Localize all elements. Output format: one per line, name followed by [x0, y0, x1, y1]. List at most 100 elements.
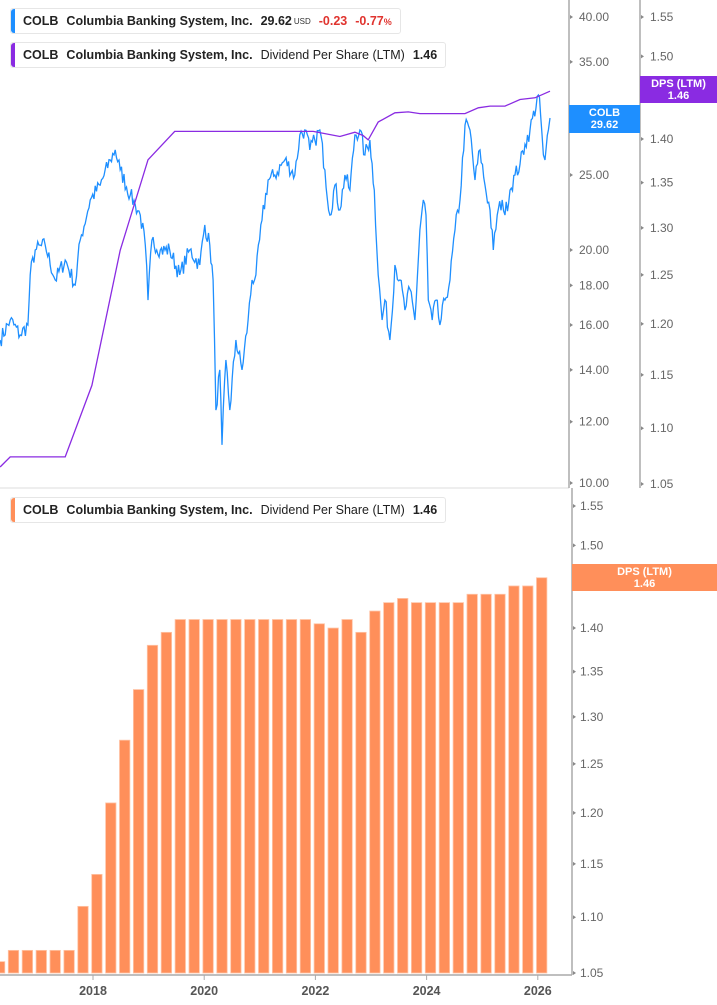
- dps-tick-label: 1.20: [650, 317, 674, 331]
- x-tick-label: 2020: [190, 984, 218, 998]
- dps-bar: [341, 619, 353, 974]
- dps-bar: [410, 602, 423, 974]
- dps-bottom-tag-value: 1.46: [633, 577, 656, 590]
- dps-bar: [452, 602, 464, 974]
- price-tick-mark: [570, 172, 573, 177]
- dps-bar: [132, 689, 145, 974]
- price-tick-mark: [570, 323, 573, 328]
- bar-tick-mark: [573, 971, 576, 975]
- legend-company: Columbia Banking System, Inc.: [66, 14, 253, 28]
- price-tick-label: 14.00: [579, 363, 609, 377]
- dps-bar: [146, 644, 159, 974]
- dps-bar: [49, 949, 61, 974]
- x-tick-label: 2024: [413, 984, 441, 998]
- legend-change: -0.23: [318, 14, 348, 28]
- dps-bar: [21, 949, 33, 974]
- price-tick-mark: [570, 248, 573, 252]
- dps-tick-label: 1.30: [650, 221, 674, 235]
- price-tag-value: 29.62: [590, 119, 619, 131]
- legend-price-value: 29.62: [260, 14, 292, 28]
- dps-line: [0, 90, 551, 468]
- legend-currency: USD: [293, 16, 311, 26]
- price-tag: COLB 29.62: [569, 105, 640, 133]
- dps-tick-label: 1.15: [650, 368, 674, 382]
- dps-bar: [522, 585, 534, 974]
- dps-bar: [63, 949, 75, 974]
- dps-tick-mark: [641, 15, 644, 19]
- dps-bar: [397, 598, 409, 974]
- dps-bar: [327, 627, 339, 974]
- dps-bar: [244, 619, 256, 974]
- dps-bar: [355, 631, 367, 974]
- bar-tick-mark: [573, 915, 576, 920]
- dps-tick-label: 1.10: [650, 421, 674, 435]
- bar-tick-label: 1.30: [580, 710, 604, 724]
- legend-dps-top[interactable]: COLB Columbia Banking System, Inc. Divid…: [10, 42, 447, 68]
- price-tick-label: 35.00: [579, 55, 609, 69]
- x-tick-label: 2022: [301, 984, 329, 998]
- dps-bar: [285, 619, 298, 974]
- price-tick-label: 25.00: [579, 168, 609, 182]
- dps-bar: [424, 602, 437, 974]
- dps-bar: [299, 619, 311, 974]
- legend-metric: Dividend Per Share (LTM): [260, 48, 405, 62]
- bar-tick-mark: [573, 543, 576, 548]
- dps-bar: [202, 619, 214, 974]
- change-pct-value: -0.77: [355, 14, 384, 28]
- bar-tick-label: 1.15: [580, 857, 604, 871]
- price-tick-label: 20.00: [579, 243, 609, 257]
- dps-bar: [230, 619, 242, 974]
- x-tick-label: 2026: [524, 984, 552, 998]
- price-tick-mark: [570, 481, 573, 485]
- dps-bar: [369, 610, 381, 974]
- dps-tick-mark: [641, 54, 644, 59]
- dps-tick-mark: [641, 272, 644, 277]
- price-tick-mark: [570, 283, 573, 288]
- price-tick-label: 16.00: [579, 318, 609, 332]
- dps-tick-label: 1.55: [650, 10, 674, 24]
- dps-bar: [188, 619, 200, 974]
- dps-bar: [174, 619, 186, 974]
- bar-tick-mark: [573, 714, 576, 719]
- legend-metric: Dividend Per Share (LTM): [260, 503, 405, 517]
- legend-dps-bottom[interactable]: COLB Columbia Banking System, Inc. Divid…: [10, 497, 447, 523]
- legend-ticker: COLB: [23, 48, 59, 62]
- bar-tick-label: 1.35: [580, 665, 604, 679]
- dps-bar: [105, 802, 117, 974]
- legend-ticker: COLB: [23, 503, 59, 517]
- legend-color-bar: [11, 9, 15, 33]
- dps-bar: [0, 961, 6, 974]
- price-tick-label: 18.00: [579, 278, 609, 292]
- dps-tick-label: 1.50: [650, 49, 674, 63]
- legend-value: 1.46: [412, 48, 438, 62]
- price-tag-label: COLB: [588, 107, 621, 119]
- legend-value: 1.46: [412, 503, 438, 517]
- dps-bar: [383, 602, 395, 974]
- dps-tick-mark: [641, 137, 644, 142]
- dps-tick-mark: [641, 180, 644, 185]
- bar-tick-label: 1.10: [580, 910, 604, 924]
- dps-tick-mark: [641, 426, 644, 431]
- dps-bar: [494, 593, 506, 974]
- bar-tick-mark: [573, 504, 576, 508]
- dps-bar: [91, 873, 103, 974]
- legend-company: Columbia Banking System, Inc.: [66, 48, 253, 62]
- dps-bar: [271, 619, 284, 974]
- dps-bar: [313, 623, 325, 974]
- bar-tick-label: 1.40: [580, 621, 604, 635]
- bar-tick-label: 1.50: [580, 538, 604, 552]
- dps-tick-mark: [641, 482, 644, 486]
- bar-tick-mark: [573, 669, 576, 674]
- dps-bottom-tag-label: DPS (LTM): [617, 565, 672, 578]
- bar-tick-mark: [573, 626, 576, 631]
- price-tick-mark: [570, 367, 573, 372]
- price-tick-mark: [570, 59, 573, 64]
- dps-bar: [480, 593, 492, 974]
- legend-price[interactable]: COLB Columbia Banking System, Inc. 29.62…: [10, 8, 401, 34]
- dps-tick-mark: [641, 321, 644, 326]
- bar-tick-mark: [573, 861, 576, 866]
- dps-tick-mark: [641, 225, 644, 230]
- price-tick-label: 10.00: [579, 476, 609, 490]
- bar-tick-mark: [573, 761, 576, 766]
